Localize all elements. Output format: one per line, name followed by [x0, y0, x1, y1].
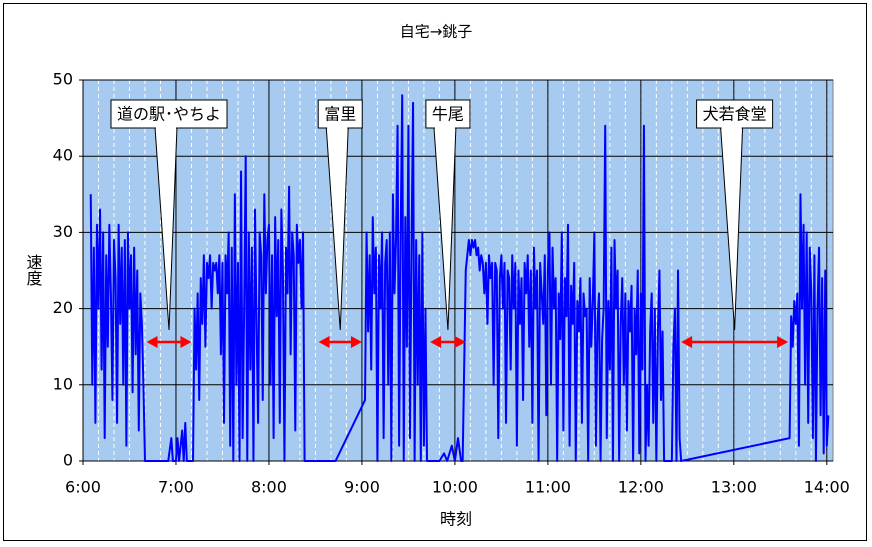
- callout-box: [110, 99, 228, 129]
- callout-text: 富里: [324, 105, 356, 124]
- arrow-head: [777, 336, 789, 348]
- x-axis-label: 時刻: [440, 510, 472, 529]
- arrow-head: [350, 336, 362, 348]
- speed-line: [89, 94, 830, 462]
- x-tick-label: 12:00: [618, 478, 664, 497]
- y-tick-label: 20: [53, 298, 73, 317]
- x-tick-label: 10:00: [432, 478, 478, 497]
- callout: 犬若食堂: [696, 99, 774, 331]
- arrow-head: [146, 336, 158, 348]
- x-tick-label: 11:00: [525, 478, 571, 497]
- annotations: 道の駅･やちよ 富里 牛尾 犬若食堂: [110, 99, 789, 348]
- x-tick-label: 6:00: [65, 478, 101, 497]
- y-tick-label: 40: [53, 146, 73, 165]
- callout-text: 牛尾: [432, 105, 464, 124]
- y-tick-label: 30: [53, 222, 73, 241]
- y-axis-label: 速度: [24, 254, 43, 286]
- chart-title: 自宅→銚子: [400, 23, 473, 41]
- y-tick-label: 50: [53, 70, 73, 89]
- callout-text: 道の駅･やちよ: [117, 105, 221, 124]
- callout-box: [317, 99, 363, 129]
- x-tick-label: 7:00: [158, 478, 194, 497]
- callout-cover: [156, 126, 177, 129]
- arrow-head: [681, 336, 693, 348]
- arrow-head: [180, 336, 192, 348]
- plot-area: [82, 79, 834, 462]
- x-tick-label: 8:00: [251, 478, 287, 497]
- y-tick-label: 0: [63, 451, 73, 470]
- arrow-head: [430, 336, 442, 348]
- callout: 牛尾: [425, 99, 471, 331]
- x-tick-label: 13:00: [711, 478, 757, 497]
- callout-cover: [327, 126, 348, 129]
- y-tick-label: 10: [53, 374, 73, 393]
- callout-box: [425, 99, 471, 129]
- marks: [89, 94, 830, 462]
- callout-text: 犬若食堂: [703, 105, 767, 124]
- x-tick-label: 14:00: [804, 478, 850, 497]
- callout: 道の駅･やちよ: [110, 99, 228, 331]
- callout-cover: [721, 126, 742, 129]
- x-tick-label: 9:00: [344, 478, 380, 497]
- callout-cover: [434, 126, 455, 129]
- callout: 富里: [317, 99, 363, 331]
- arrow-head: [454, 336, 466, 348]
- arrow-head: [318, 336, 330, 348]
